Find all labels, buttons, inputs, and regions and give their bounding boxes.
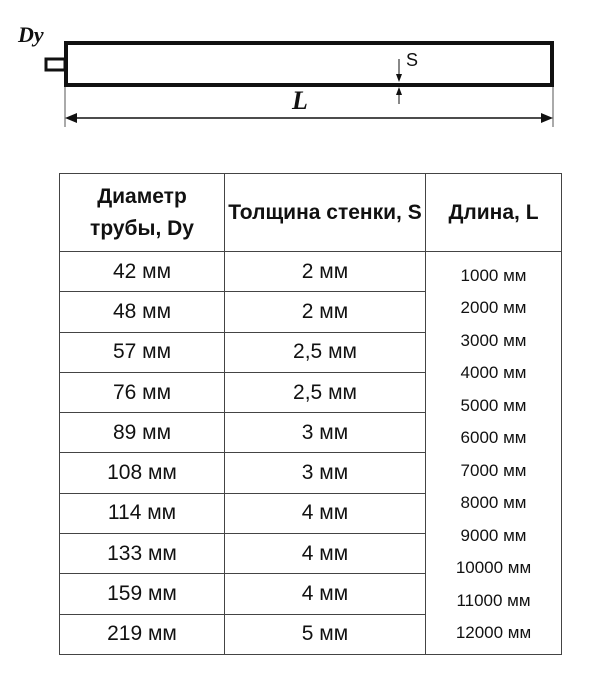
diameter-cell: 114 мм <box>59 492 225 535</box>
diameter-cell: 108 мм <box>59 452 225 494</box>
thickness-cell: 2,5 мм <box>224 371 426 414</box>
diameter-cell: 89 мм <box>59 412 225 454</box>
lengths-cell: 1000 мм 2000 мм 3000 мм 4000 мм 5000 мм 6000 … <box>425 251 562 655</box>
thickness-cell: 4 мм <box>224 573 426 615</box>
thickness-cell: 3 мм <box>224 412 426 454</box>
diameter-cell: 159 мм <box>59 573 225 615</box>
length-value: 2000 мм <box>460 298 527 318</box>
diameter-cell: 133 мм <box>59 533 225 575</box>
pipe-drawing <box>44 41 554 127</box>
table-row: 89 мм 3 мм <box>59 412 562 454</box>
table-row: 159 мм 4 мм <box>59 573 562 615</box>
s-label: S <box>406 50 419 70</box>
thickness-cell: 3 мм <box>224 452 426 494</box>
table-row: 114 мм 4 мм <box>59 492 562 535</box>
length-value: 5000 мм <box>460 395 527 415</box>
length-value: 1000 мм <box>460 265 527 285</box>
length-value: 8000 мм <box>460 493 527 513</box>
table-header-row: Диаметр трубы, Dy Толщина стенки, S Длин… <box>59 173 562 252</box>
pipe-body <box>64 41 554 87</box>
length-value: 10000 мм <box>455 558 532 578</box>
arrow-down-icon <box>396 74 402 82</box>
l-label: L <box>292 86 308 115</box>
header-length: Длина, L <box>425 173 562 252</box>
pipe-spec-table: Диаметр трубы, Dy Толщина стенки, S Длин… <box>59 173 562 655</box>
arrow-up-icon <box>396 87 402 95</box>
thickness-cell: 4 мм <box>224 533 426 575</box>
diameter-cell: 76 мм <box>59 371 225 414</box>
length-value: 6000 мм <box>460 428 527 448</box>
thickness-cell: 5 мм <box>224 613 426 655</box>
diameter-cell: 57 мм <box>59 331 225 373</box>
length-value: 9000 мм <box>460 525 527 545</box>
pipe-stub <box>44 57 67 72</box>
length-value: 7000 мм <box>460 460 527 480</box>
length-value: 3000 мм <box>460 330 527 350</box>
header-thickness: Толщина стенки, S <box>224 173 426 252</box>
thickness-cell: 4 мм <box>224 492 426 535</box>
diameter-cell: 48 мм <box>59 291 225 333</box>
diameter-cell: 42 мм <box>59 250 225 293</box>
table-row: 48 мм 2 мм <box>59 291 562 333</box>
diameter-cell: 219 мм <box>59 613 225 655</box>
length-value: 12000 мм <box>455 623 532 643</box>
table-row: 219 мм 5 мм <box>59 613 562 655</box>
thickness-cell: 2,5 мм <box>224 331 426 373</box>
table-row: 57 мм 2,5 мм <box>59 331 562 373</box>
table-row: 133 мм 4 мм <box>59 533 562 575</box>
arrow-left-icon <box>65 113 77 123</box>
header-diameter: Диаметр трубы, Dy <box>59 173 225 252</box>
thickness-cell: 2 мм <box>224 291 426 333</box>
table-row: 42 мм 2 мм 1000 мм 2000 мм 3000 мм 4000 мм 500… <box>59 250 562 655</box>
length-value: 11000 мм <box>456 590 531 610</box>
thickness-cell: 2 мм <box>224 250 426 293</box>
table-row: 76 мм 2,5 мм <box>59 371 562 414</box>
arrow-right-icon <box>541 113 553 123</box>
length-value: 4000 мм <box>460 363 527 383</box>
table-row: 108 мм 3 мм <box>59 452 562 494</box>
dy-label: Dy <box>18 22 44 47</box>
